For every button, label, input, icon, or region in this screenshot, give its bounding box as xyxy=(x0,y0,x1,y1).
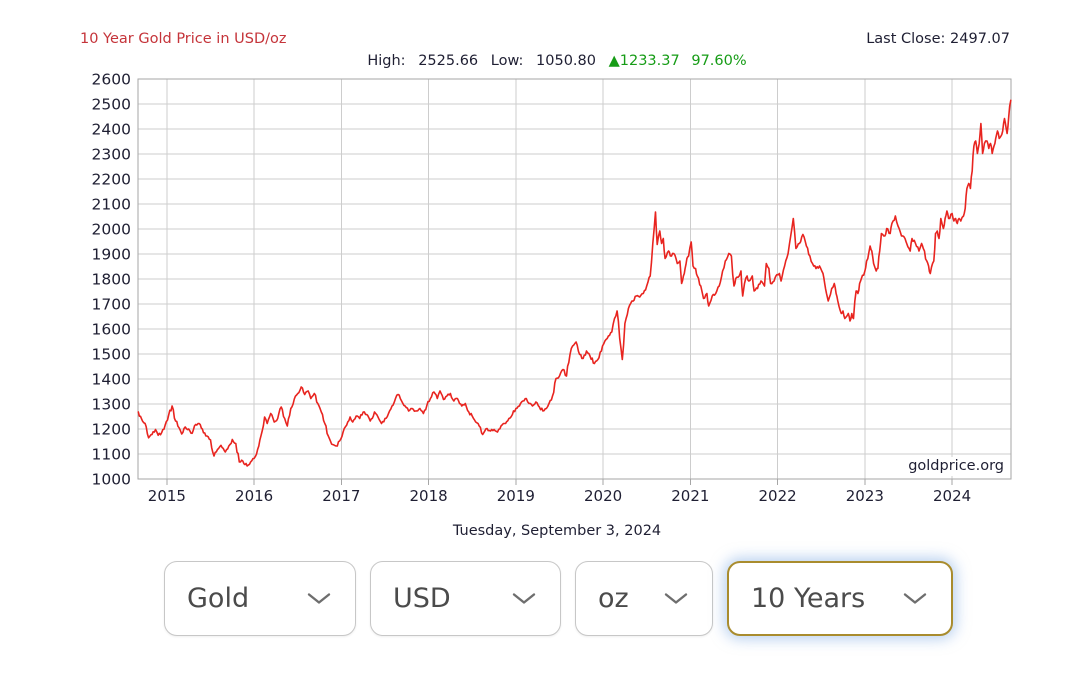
svg-text:1700: 1700 xyxy=(92,296,131,314)
unit-select-value: oz xyxy=(598,583,629,614)
svg-text:2019: 2019 xyxy=(497,487,535,505)
time-range-select-value: 10 Years xyxy=(751,583,866,614)
low-value: 1050.80 xyxy=(536,53,596,69)
svg-text:2000: 2000 xyxy=(92,221,131,239)
svg-text:1500: 1500 xyxy=(92,346,131,364)
change-value: ▲1233.37 xyxy=(608,53,680,69)
svg-text:2600: 2600 xyxy=(92,71,131,89)
svg-text:1300: 1300 xyxy=(92,396,131,414)
svg-text:1100: 1100 xyxy=(92,446,131,464)
svg-text:2018: 2018 xyxy=(410,487,448,505)
currency-select[interactable]: USD xyxy=(370,561,561,636)
goldprice-watermark: goldprice.org xyxy=(904,457,1008,476)
last-close-value: 2497.07 xyxy=(950,31,1010,47)
change-percent: 97.60% xyxy=(691,53,747,69)
high-value: 2525.66 xyxy=(418,53,479,69)
unit-select[interactable]: oz xyxy=(575,561,713,636)
svg-text:2100: 2100 xyxy=(92,196,131,214)
svg-text:2500: 2500 xyxy=(92,96,131,114)
time-range-select[interactable]: 10 Years xyxy=(727,561,953,636)
currency-select-value: USD xyxy=(393,583,451,614)
svg-text:2400: 2400 xyxy=(92,121,131,139)
svg-text:2020: 2020 xyxy=(584,487,622,505)
svg-text:1400: 1400 xyxy=(92,371,131,389)
svg-text:2300: 2300 xyxy=(92,146,131,164)
svg-text:2022: 2022 xyxy=(759,487,797,505)
svg-text:2017: 2017 xyxy=(322,487,360,505)
svg-text:1000: 1000 xyxy=(92,471,131,489)
chevron-down-icon xyxy=(903,593,927,604)
metal-select[interactable]: Gold xyxy=(164,561,356,636)
svg-text:2021: 2021 xyxy=(671,487,709,505)
low-label: Low: xyxy=(490,53,524,69)
chevron-down-icon xyxy=(512,593,536,604)
svg-text:2023: 2023 xyxy=(846,487,884,505)
svg-text:1900: 1900 xyxy=(92,246,131,264)
current-date: Tuesday, September 3, 2024 xyxy=(452,523,662,539)
chart-title: 10 Year Gold Price in USD/oz xyxy=(80,31,287,47)
chevron-down-icon xyxy=(664,593,688,604)
last-close-label: Last Close: xyxy=(866,31,946,47)
svg-text:2024: 2024 xyxy=(933,487,971,505)
svg-text:1200: 1200 xyxy=(92,421,131,439)
chart-controls: Gold USD oz 10 Years xyxy=(164,561,953,636)
gold-price-chart: 1000 1100 1200 1300 1400 1500 1600 1700 1800 1900… xyxy=(92,71,1012,505)
svg-text:2015: 2015 xyxy=(148,487,186,505)
chevron-down-icon xyxy=(307,593,331,604)
svg-text:2200: 2200 xyxy=(92,171,131,189)
svg-text:2016: 2016 xyxy=(235,487,273,505)
metal-select-value: Gold xyxy=(187,583,250,614)
svg-text:1800: 1800 xyxy=(92,271,131,289)
last-close: Last Close: 2497.07 xyxy=(866,31,1010,47)
high-low-stats: High: 2525.66 Low: 1050.80 ▲1233.37 97.6… xyxy=(34,53,1080,69)
svg-text:1600: 1600 xyxy=(92,321,131,339)
high-label: High: xyxy=(367,53,406,69)
